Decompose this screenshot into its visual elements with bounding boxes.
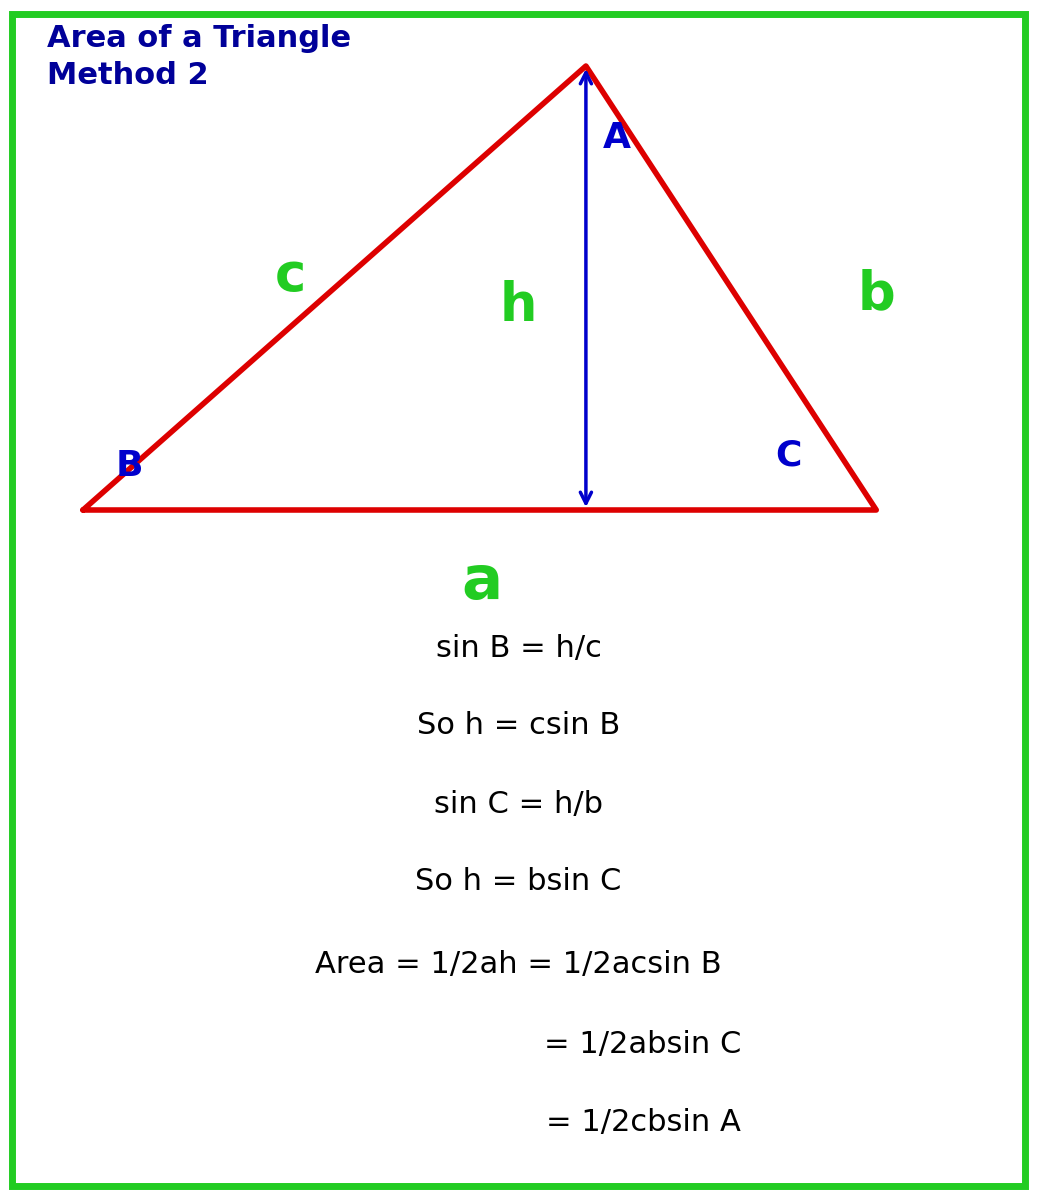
Text: B: B — [116, 449, 143, 482]
Text: A: A — [602, 121, 632, 155]
Text: C: C — [775, 439, 802, 473]
Text: So h = csin B: So h = csin B — [417, 712, 620, 740]
Text: sin C = h/b: sin C = h/b — [435, 790, 602, 818]
Text: sin B = h/c: sin B = h/c — [436, 634, 601, 662]
Text: h: h — [500, 280, 537, 332]
Text: Area = 1/2ah = 1/2acsin B: Area = 1/2ah = 1/2acsin B — [315, 950, 722, 979]
Text: Area of a Triangle
Method 2: Area of a Triangle Method 2 — [47, 24, 351, 90]
Text: a: a — [461, 552, 503, 612]
Text: = 1/2absin C: = 1/2absin C — [544, 1030, 741, 1058]
Text: b: b — [858, 268, 895, 320]
Text: c: c — [275, 250, 306, 302]
Text: So h = bsin C: So h = bsin C — [415, 868, 622, 896]
Text: = 1/2cbsin A: = 1/2cbsin A — [545, 1108, 740, 1136]
